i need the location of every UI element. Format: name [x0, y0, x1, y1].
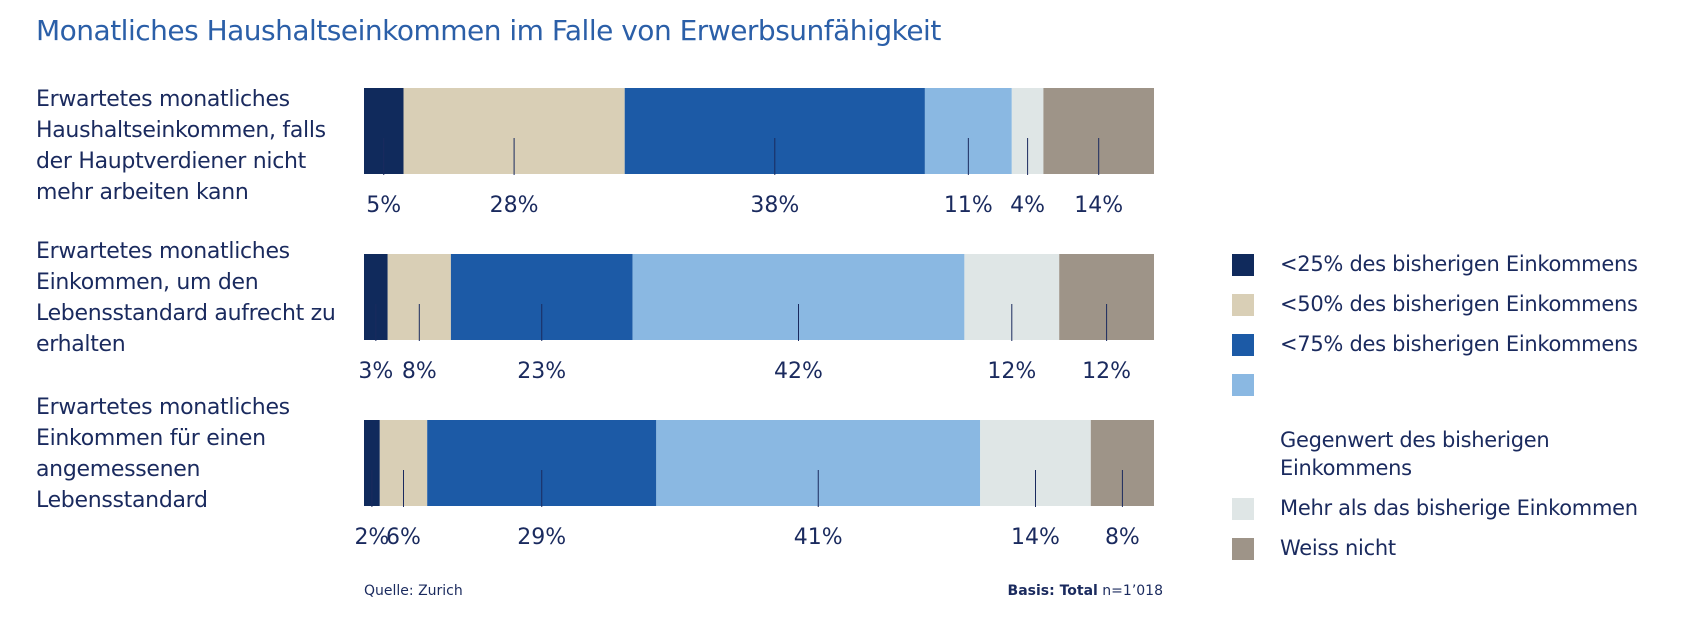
- legend-swatch-lt75: [1232, 334, 1254, 356]
- value-label-row1-lt75: 38%: [750, 193, 799, 218]
- legend-label-lt75: <75% des bisherigen Einkommens: [1280, 332, 1638, 356]
- value-label-row1-lt50: 28%: [490, 193, 539, 218]
- legend-swatch-unknown: [1232, 538, 1254, 560]
- legend-item-lt50: <50% des bisherigen Einkommens: [1232, 290, 1672, 318]
- legend-swatch-equal: [1232, 374, 1254, 396]
- value-label-row2-lt50: 8%: [402, 359, 437, 384]
- legend-item-lt75: <75% des bisherigen Einkommens: [1232, 330, 1672, 358]
- source-note: Quelle: Zurich: [364, 583, 463, 599]
- legend-label-lt50: <50% des bisherigen Einkommens: [1280, 292, 1638, 316]
- value-label-row1-more: 4%: [1010, 193, 1045, 218]
- legend-label-unknown: Weiss nicht: [1280, 536, 1396, 560]
- value-label-row2-unknown: 12%: [1082, 359, 1131, 384]
- value-label-row1-lt25: 5%: [366, 193, 401, 218]
- legend-swatch-lt50: [1232, 294, 1254, 316]
- legend-label-lt25: <25% des bisherigen Einkommens: [1280, 252, 1638, 276]
- legend-item-unknown: Weiss nicht: [1232, 534, 1672, 562]
- value-label-row2-equal: 42%: [774, 359, 823, 384]
- value-label-row2-lt75: 23%: [517, 359, 566, 384]
- legend-label-more: Mehr als das bisherige Einkommen: [1280, 496, 1638, 520]
- value-label-row1-equal: 11%: [944, 193, 993, 218]
- basis-note: Basis: Total n=1’018: [1008, 583, 1163, 599]
- value-label-row3-more: 14%: [1011, 525, 1060, 550]
- value-label-row3-equal: 41%: [794, 525, 843, 550]
- basis-value: n=1’018: [1097, 583, 1163, 599]
- value-label-row3-lt75: 29%: [517, 525, 566, 550]
- row-label-3: Erwartetes monatliches Einkommen für ein…: [36, 395, 290, 513]
- value-label-row2-more: 12%: [987, 359, 1036, 384]
- value-label-row3-lt25: 2%: [354, 525, 389, 550]
- legend-swatch-more: [1232, 498, 1254, 520]
- row-label-1: Erwartetes monatliches Haushaltseinkomme…: [36, 87, 326, 205]
- legend-item-more: Mehr als das bisherige Einkommen: [1232, 494, 1672, 522]
- value-label-row3-unknown: 8%: [1105, 525, 1140, 550]
- row-label-2: Erwartetes monatliches Einkommen, um den…: [36, 239, 336, 357]
- value-label-row2-lt25: 3%: [358, 359, 393, 384]
- legend-swatch-lt25: [1232, 254, 1254, 276]
- legend-item-lt25: <25% des bisherigen Einkommens: [1232, 250, 1672, 278]
- chart-title: Monatliches Haushaltseinkommen im Falle …: [36, 14, 941, 47]
- legend: <25% des bisherigen Einkommens <50% des …: [1232, 250, 1672, 574]
- bar-segment-row2-lt25: [364, 254, 388, 340]
- legend-label-equal: Gegenwert des bisherigen Einkommens: [1280, 428, 1550, 480]
- legend-item-equal: Gegenwert des bisherigen Einkommens: [1232, 370, 1672, 482]
- value-label-row1-unknown: 14%: [1074, 193, 1123, 218]
- bar-segment-row3-lt25: [364, 420, 380, 506]
- value-label-row3-lt50: 6%: [386, 525, 421, 550]
- basis-label: Basis: Total: [1007, 583, 1098, 599]
